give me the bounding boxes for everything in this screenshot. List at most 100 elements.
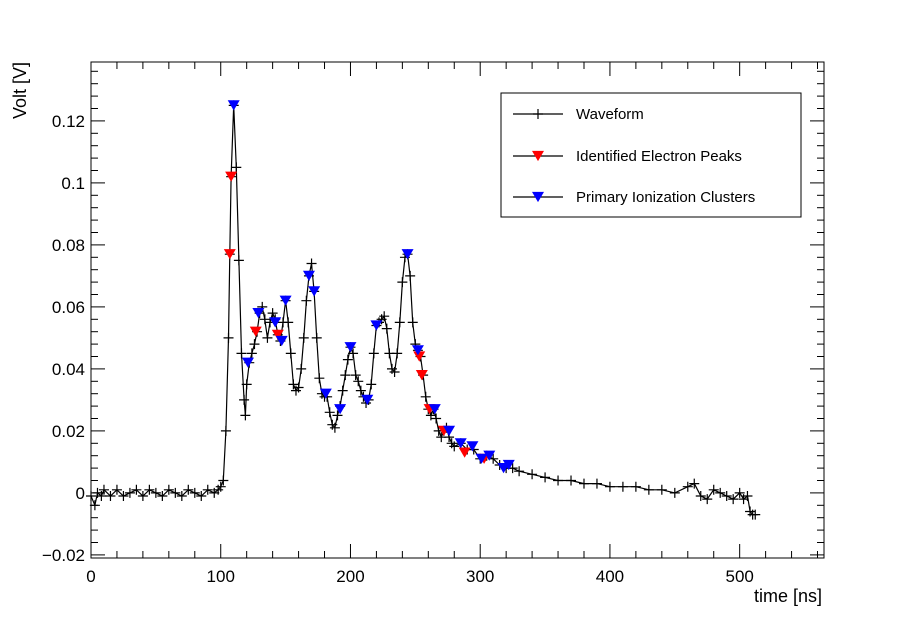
waveform-point (527, 469, 538, 480)
waveform-point (348, 348, 359, 359)
cluster-marker (275, 335, 288, 347)
electron-peak-marker (413, 351, 426, 362)
waveform-point (604, 481, 615, 492)
x-tick-label: 100 (207, 567, 235, 586)
x-axis-title: time [ns] (754, 586, 822, 606)
y-tick-label: 0.1 (61, 174, 85, 193)
x-tick-label: 0 (86, 567, 95, 586)
cluster-marker (334, 404, 347, 415)
waveform-point (288, 379, 299, 390)
waveform-point (236, 348, 247, 359)
cluster-marker (227, 100, 240, 111)
waveform-point (267, 308, 278, 319)
waveform-point (124, 487, 135, 498)
waveform-point (332, 410, 343, 421)
cluster-marker (370, 320, 383, 331)
waveform-point (578, 478, 589, 489)
waveform-point (420, 391, 431, 402)
legend: Waveform Identified Electron Peaks Prima… (500, 92, 802, 218)
y-tick-label: 0.04 (52, 360, 85, 379)
waveform-point (105, 491, 116, 501)
waveform-point (157, 491, 168, 501)
waveform-point (218, 475, 229, 486)
y-tick-label: 0.02 (52, 422, 85, 441)
waveform-point (306, 258, 317, 269)
waveform-point (540, 472, 551, 483)
waveform-point (163, 484, 174, 495)
electron-peak-marker (249, 326, 262, 337)
legend-label-electron-peaks: Identified Electron Peaks (576, 148, 742, 165)
waveform-point (220, 425, 231, 436)
waveform-point (656, 484, 667, 495)
legend-label-clusters: Primary Ionization Clusters (576, 189, 755, 206)
waveform-point (379, 311, 390, 322)
waveform-point (285, 348, 296, 359)
waveform-point (240, 410, 251, 421)
waveform-point (342, 354, 353, 365)
waveform-point (617, 481, 628, 492)
cluster-marker (319, 388, 332, 399)
waveform-point (695, 491, 706, 501)
waveform-point (715, 487, 726, 498)
waveform-point (202, 484, 213, 495)
waveform-point (702, 494, 713, 505)
cluster-marker (252, 308, 265, 319)
waveform-point (742, 491, 753, 501)
electron-peak-marker (271, 329, 284, 340)
waveform-point (392, 348, 403, 359)
waveform-point (170, 487, 181, 498)
x-tick-label: 300 (466, 567, 494, 586)
waveform-point (301, 295, 312, 306)
waveform-point (150, 487, 161, 498)
waveform-point (355, 385, 366, 396)
waveform-point (350, 370, 361, 381)
legend-label-waveform: Waveform (576, 106, 644, 123)
waveform-point (176, 491, 187, 501)
waveform-point (405, 270, 416, 281)
waveform-point (233, 255, 244, 266)
waveform-point (183, 484, 194, 495)
waveform-point (239, 394, 250, 405)
waveform-point (340, 370, 351, 381)
waveform-point (283, 317, 294, 328)
waveform-point (431, 413, 442, 424)
waveform-point (643, 484, 654, 495)
cluster-marker (466, 441, 479, 452)
waveform-point (259, 314, 270, 325)
waveform-point (118, 491, 129, 501)
waveform-point (314, 373, 325, 384)
y-tick-label: 0.08 (52, 236, 85, 255)
waveform-point (708, 484, 719, 495)
waveform-point (368, 348, 379, 359)
cluster-marker (302, 270, 315, 281)
axes-layer: 0 100 200 300 400 500−0.0200.020.040.060.080.… (42, 62, 824, 586)
waveform-point (137, 491, 148, 501)
legend-swatch-plus (533, 109, 543, 119)
electron-peak-marker (225, 171, 238, 182)
waveform-point (298, 332, 309, 343)
y-tick-label: 0.12 (52, 112, 85, 131)
waveform-point (397, 277, 408, 288)
waveform-point (337, 385, 348, 396)
electron-peak-marker (415, 370, 428, 381)
legend-swatch-blue-triangle (532, 191, 544, 203)
electron-peak-marker (223, 249, 236, 260)
waveform-point (389, 367, 400, 377)
waveform-point (249, 339, 260, 350)
waveform-point (111, 484, 122, 495)
cluster-marker (269, 317, 282, 328)
waveform-point (682, 481, 693, 492)
waveform-point (296, 363, 307, 374)
cluster-marker (308, 286, 321, 297)
waveform-point (311, 332, 322, 343)
waveform-point (189, 487, 200, 498)
waveform-point (324, 407, 335, 418)
waveform-point (246, 348, 257, 359)
waveform-point (215, 481, 226, 492)
waveform-point (750, 509, 761, 520)
waveform-point (449, 441, 460, 452)
legend-swatch-red-triangle (532, 150, 544, 162)
waveform-point (734, 487, 745, 498)
y-tick-label: 0 (76, 484, 85, 503)
